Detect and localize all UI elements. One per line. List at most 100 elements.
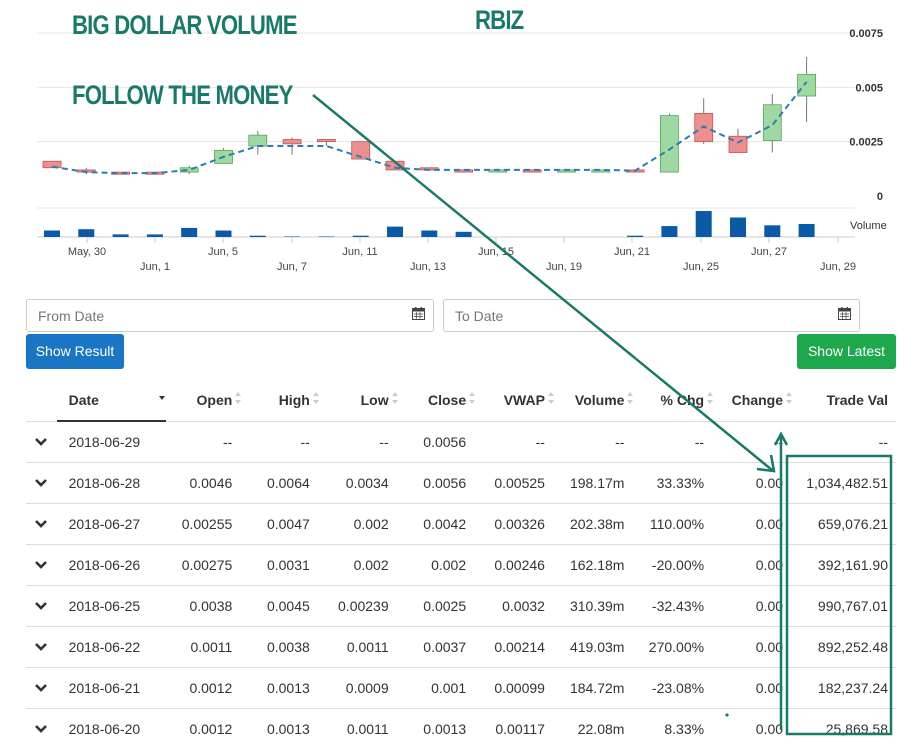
cell-date: 2018-06-29 (57, 421, 166, 463)
cell-vwap: 0.00326 (474, 504, 553, 545)
candle-body (660, 116, 678, 173)
cell-open: 0.0046 (166, 463, 241, 504)
column-header-close[interactable]: Close (397, 380, 475, 421)
cell-vwap: 0.0032 (474, 586, 553, 627)
cell-vwap: 0.00099 (474, 668, 553, 709)
column-header-vwap[interactable]: VWAP (474, 380, 553, 421)
column-header-date[interactable]: Date (57, 380, 166, 421)
cell-high: 0.0031 (240, 545, 318, 586)
volume-bar (661, 226, 677, 237)
column-header-chg[interactable]: % Chg (632, 380, 712, 421)
column-header-label: Low (361, 392, 389, 408)
column-header-open[interactable]: Open (166, 380, 241, 421)
cell-low: 0.0034 (318, 463, 397, 504)
cell-close: 0.0025 (397, 586, 475, 627)
candle-body (317, 139, 335, 141)
cell-date: 2018-06-27 (57, 504, 166, 545)
cell-date: 2018-06-28 (57, 463, 166, 504)
expand-cell[interactable] (26, 421, 57, 463)
calendar-icon[interactable] (838, 307, 851, 320)
chevron-down-icon[interactable] (34, 560, 48, 570)
y-tick-label: 0.0075 (849, 28, 883, 40)
x-tick-label: May, 30 (68, 246, 106, 258)
cell-vwap: 0.00117 (474, 709, 553, 749)
chevron-down-icon[interactable] (34, 724, 48, 734)
cell-high: 0.0038 (240, 627, 318, 668)
overlay-title-line2: FOLLOW THE MONEY (72, 80, 293, 111)
cell-vwap: 0.00525 (474, 463, 553, 504)
cell-close: 0.002 (397, 545, 475, 586)
cell-high: -- (240, 421, 318, 463)
cell-high: 0.0045 (240, 586, 318, 627)
to-date-input[interactable]: To Date (443, 299, 860, 332)
volume-bar (44, 231, 60, 238)
expand-cell[interactable] (26, 709, 57, 749)
column-header-change[interactable]: Change (712, 380, 791, 421)
column-header-label: VWAP (504, 392, 545, 408)
cell-date: 2018-06-26 (57, 545, 166, 586)
expand-cell[interactable] (26, 545, 57, 586)
table-body: 2018-06-29------0.0056----------2018-06-… (26, 421, 896, 749)
cell-low: -- (318, 421, 397, 463)
cell-chg: -- (632, 421, 712, 463)
calendar-icon[interactable] (412, 307, 425, 320)
expand-cell[interactable] (26, 504, 57, 545)
expand-cell[interactable] (26, 586, 57, 627)
cell-chg: 110.00% (632, 504, 712, 545)
cell-open: 0.0038 (166, 586, 241, 627)
chevron-down-icon[interactable] (34, 601, 48, 611)
chevron-down-icon[interactable] (34, 478, 48, 488)
overlay-title-line1: BIG DOLLAR VOLUME (72, 10, 297, 41)
column-header-label: Volume (575, 392, 625, 408)
column-header-high[interactable]: High (240, 380, 318, 421)
column-header-low[interactable]: Low (318, 380, 397, 421)
cell-open: 0.00275 (166, 545, 241, 586)
cell-low: 0.00239 (318, 586, 397, 627)
column-header-label: High (279, 392, 310, 408)
show-result-button[interactable]: Show Result (26, 334, 124, 369)
cell-change: -- (712, 421, 791, 463)
expand-cell[interactable] (26, 627, 57, 668)
cell-trade-val: 182,237.24 (791, 668, 896, 709)
x-tick-label: Jun, 29 (820, 261, 856, 273)
show-latest-button[interactable]: Show Latest (797, 334, 896, 369)
chevron-down-icon[interactable] (34, 519, 48, 529)
volume-bar (250, 236, 266, 237)
cell-chg: 270.00% (632, 627, 712, 668)
from-date-placeholder: From Date (38, 308, 104, 324)
column-header-trade-val[interactable]: Trade Val (791, 380, 896, 421)
column-header-volume[interactable]: Volume (553, 380, 632, 421)
cell-close: 0.0042 (397, 504, 475, 545)
x-tick-label: Jun, 19 (546, 261, 582, 273)
cell-change: 0.00 (712, 709, 791, 749)
table-row[interactable]: 2018-06-29------0.0056---------- (26, 421, 896, 463)
cell-trade-val: 892,252.48 (791, 627, 896, 668)
cell-close: 0.0013 (397, 709, 475, 749)
y-tick-label: 0 (877, 191, 883, 203)
expand-cell[interactable] (26, 463, 57, 504)
expand-cell[interactable] (26, 668, 57, 709)
candle-body (283, 139, 301, 143)
column-header-label: Open (197, 392, 233, 408)
chevron-down-icon[interactable] (34, 437, 48, 447)
sort-desc-icon[interactable] (158, 391, 166, 405)
chevron-down-icon[interactable] (34, 683, 48, 693)
volume-bar (387, 227, 403, 237)
cell-low: 0.002 (318, 545, 397, 586)
from-date-input[interactable]: From Date (26, 299, 434, 332)
chevron-down-icon[interactable] (34, 642, 48, 652)
cell-date: 2018-06-22 (57, 627, 166, 668)
overlay-ticker: RBIZ (475, 5, 523, 36)
cell-volume: 22.08m (553, 709, 632, 749)
cell-low: 0.0011 (318, 627, 397, 668)
cell-change: 0.00 (712, 668, 791, 709)
cell-open: 0.00255 (166, 504, 241, 545)
